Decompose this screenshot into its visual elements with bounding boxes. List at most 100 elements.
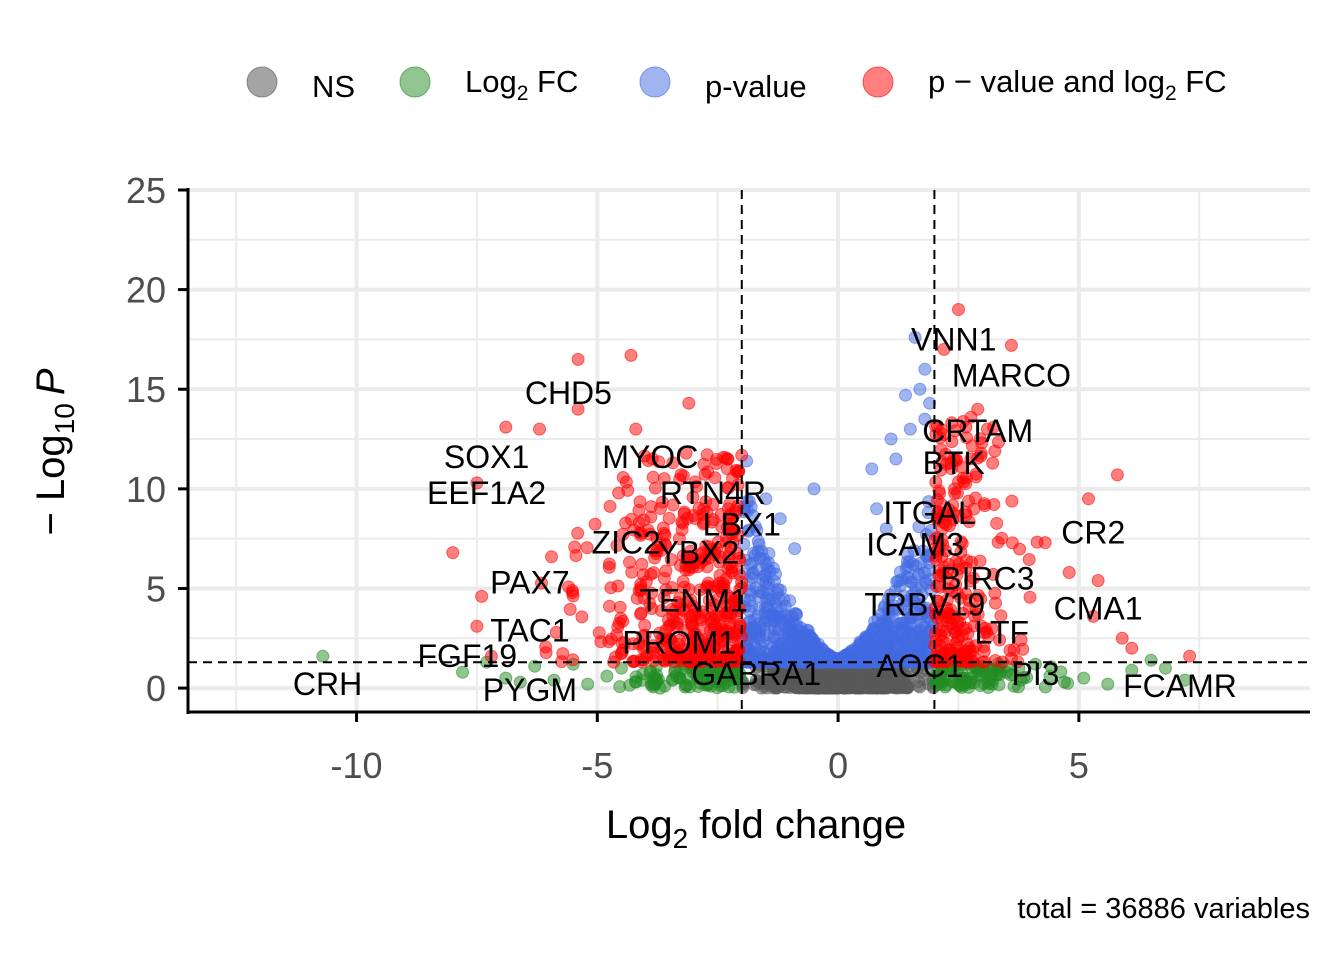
gene-label-prom1: PROM1 bbox=[622, 624, 736, 660]
point-pvalue-and-log2fc bbox=[571, 526, 585, 540]
point-pvalue bbox=[917, 566, 931, 580]
gene-label-cma1: CMA1 bbox=[1054, 590, 1143, 626]
point-pvalue-and-log2fc bbox=[533, 422, 546, 436]
y-title-prefix: − Log bbox=[29, 434, 73, 535]
caption: total = 36886 variables bbox=[1017, 893, 1310, 925]
point-pvalue-and-log2fc bbox=[575, 610, 589, 624]
point-pvalue-and-log2fc bbox=[991, 535, 1005, 549]
point-pvalue bbox=[817, 644, 831, 657]
point-pvalue bbox=[757, 569, 771, 583]
gene-label-tenm1: TENM1 bbox=[639, 582, 747, 618]
point-pvalue bbox=[899, 388, 912, 402]
point-pvalue-and-log2fc bbox=[644, 500, 658, 514]
point-pvalue bbox=[748, 623, 762, 637]
point-pvalue-and-log2fc bbox=[713, 569, 727, 582]
point-ns bbox=[832, 666, 846, 680]
point-pvalue-and-log2fc bbox=[719, 451, 733, 465]
point-pvalue-and-log2fc bbox=[1030, 535, 1044, 549]
x-title-base: Log bbox=[606, 803, 673, 847]
legend-label-ns: NS bbox=[312, 69, 355, 104]
gene-label-rtn4r: RTN4R bbox=[660, 475, 766, 511]
point-log2fc bbox=[528, 659, 542, 673]
gene-label-icam3: ICAM3 bbox=[866, 527, 964, 563]
gene-label-fcamr: FCAMR bbox=[1123, 668, 1237, 704]
point-pvalue-and-log2fc bbox=[569, 549, 583, 562]
point-pvalue-and-log2fc bbox=[624, 348, 638, 362]
legend-swatch-pvalue-and-log2fc bbox=[862, 66, 894, 98]
point-pvalue-and-log2fc bbox=[986, 456, 1000, 470]
gene-label-chd5: CHD5 bbox=[525, 375, 612, 411]
legend-both-sub: 2 bbox=[1165, 82, 1177, 105]
gene-label-pi3: PI3 bbox=[1011, 656, 1059, 692]
point-pvalue-and-log2fc bbox=[989, 596, 1002, 610]
gene-label-marco: MARCO bbox=[952, 357, 1071, 393]
legend-both-base: p − value and log bbox=[928, 64, 1165, 99]
point-log2fc bbox=[456, 665, 469, 679]
x-tick-label: -5 bbox=[581, 745, 613, 786]
legend-label-pvalue: p-value bbox=[705, 69, 807, 104]
data-points bbox=[316, 303, 1197, 695]
x-title-sub: 2 bbox=[673, 823, 689, 854]
y-tick-label: 0 bbox=[146, 668, 166, 709]
y-tick-label: 20 bbox=[126, 270, 166, 311]
gene-label-pygm: PYGM bbox=[483, 672, 577, 708]
point-pvalue bbox=[758, 606, 772, 620]
point-pvalue-and-log2fc bbox=[1110, 468, 1124, 482]
point-log2fc bbox=[629, 675, 642, 689]
point-log2fc bbox=[1061, 676, 1075, 690]
point-pvalue-and-log2fc bbox=[602, 560, 616, 574]
point-ns bbox=[802, 678, 816, 692]
legend-swatch-pvalue bbox=[639, 66, 671, 98]
point-log2fc bbox=[1054, 665, 1068, 679]
x-title-rest: fold change bbox=[688, 803, 906, 847]
legend: NS Log2 FC p-value p − value and log2 FC bbox=[246, 64, 1227, 105]
point-pvalue-and-log2fc bbox=[571, 352, 585, 366]
point-pvalue-and-log2fc bbox=[446, 546, 460, 560]
point-pvalue-and-log2fc bbox=[1005, 494, 1019, 508]
point-log2fc bbox=[600, 669, 614, 683]
point-pvalue bbox=[916, 630, 929, 643]
x-tick-label: -10 bbox=[331, 745, 383, 786]
point-pvalue-and-log2fc bbox=[633, 495, 647, 509]
gene-label-crtam: CRTAM bbox=[922, 413, 1033, 449]
gene-label-crh: CRH bbox=[293, 666, 362, 702]
point-pvalue-and-log2fc bbox=[1115, 631, 1129, 645]
point-pvalue bbox=[788, 542, 802, 556]
point-pvalue bbox=[770, 586, 784, 600]
point-log2fc bbox=[1101, 677, 1115, 691]
point-pvalue-and-log2fc bbox=[1082, 492, 1095, 506]
legend-log2fc-base: Log bbox=[465, 64, 517, 99]
point-pvalue bbox=[880, 626, 894, 640]
x-tick-label: 5 bbox=[1069, 745, 1089, 786]
point-pvalue-and-log2fc bbox=[539, 646, 553, 660]
point-pvalue-and-log2fc bbox=[682, 396, 696, 410]
point-pvalue bbox=[895, 573, 908, 587]
point-ns bbox=[887, 675, 901, 689]
point-log2fc bbox=[647, 673, 661, 687]
point-pvalue bbox=[807, 482, 821, 496]
legend-label-log2fc: Log2 FC bbox=[465, 64, 578, 105]
point-pvalue bbox=[778, 599, 792, 613]
point-pvalue-and-log2fc bbox=[1125, 641, 1139, 655]
point-pvalue bbox=[769, 567, 782, 581]
point-pvalue-and-log2fc bbox=[1091, 574, 1105, 587]
point-pvalue-and-log2fc bbox=[990, 516, 1004, 530]
point-log2fc bbox=[316, 649, 330, 663]
point-pvalue-and-log2fc bbox=[625, 565, 639, 579]
gene-label-gabra1: GABRA1 bbox=[691, 656, 821, 692]
point-pvalue-and-log2fc bbox=[952, 303, 965, 316]
gene-label-sox1: SOX1 bbox=[444, 439, 529, 475]
legend-log2fc-sub: 2 bbox=[517, 82, 529, 105]
point-pvalue-and-log2fc bbox=[977, 497, 991, 511]
point-pvalue bbox=[849, 643, 863, 657]
gene-label-fgf19: FGF19 bbox=[418, 638, 518, 674]
point-log2fc bbox=[513, 675, 527, 689]
legend-swatch-log2fc bbox=[399, 66, 431, 98]
point-pvalue bbox=[889, 452, 903, 466]
y-tick-label: 10 bbox=[126, 469, 166, 510]
point-log2fc bbox=[613, 680, 627, 694]
point-pvalue bbox=[897, 634, 911, 648]
gene-label-vnn1: VNN1 bbox=[911, 321, 996, 357]
point-pvalue-and-log2fc bbox=[1004, 338, 1018, 352]
legend-both-rest: FC bbox=[1177, 64, 1227, 99]
